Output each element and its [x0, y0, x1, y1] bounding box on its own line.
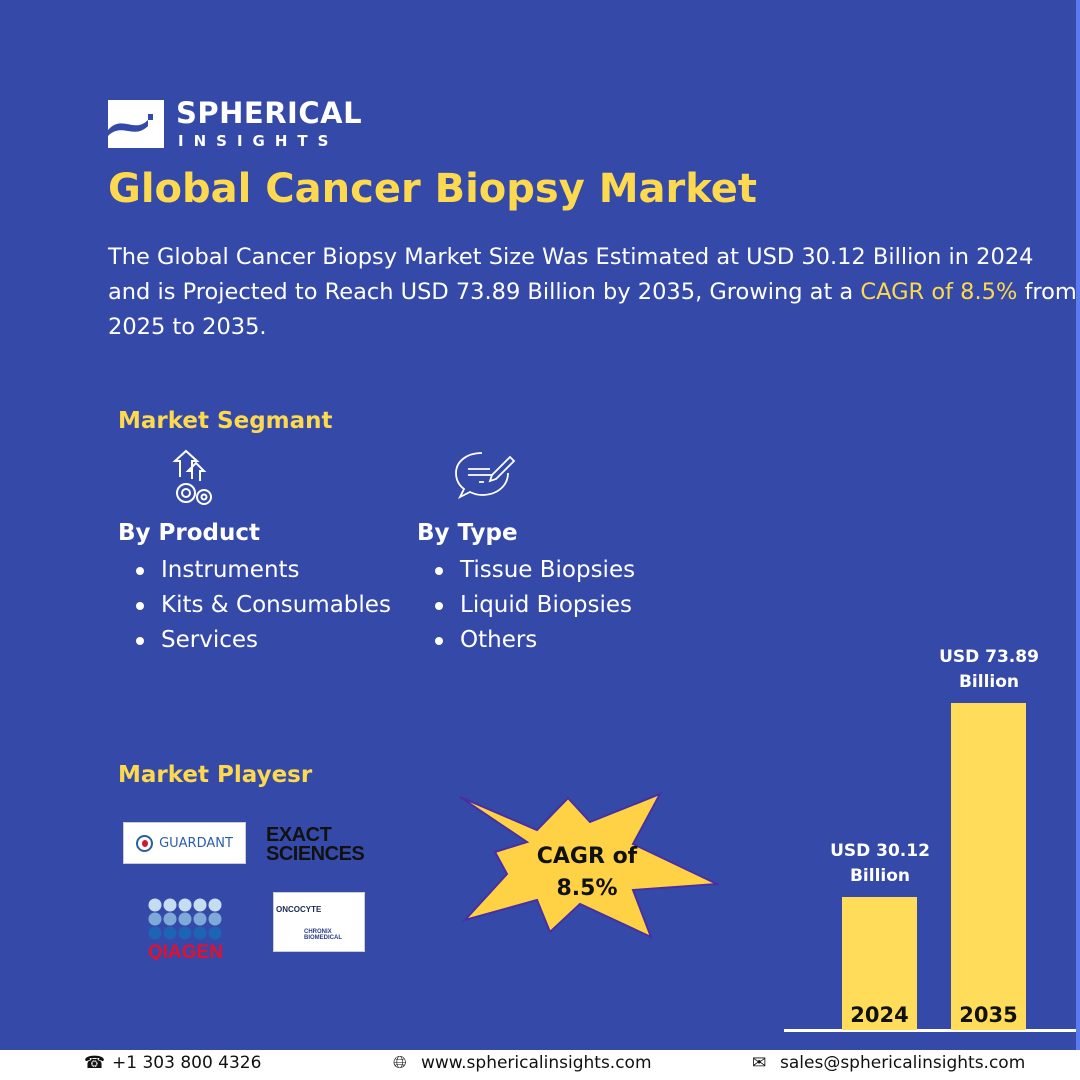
guardant-logo: GUARDANT — [123, 822, 246, 864]
svg-text:QIAGEN: QIAGEN — [148, 942, 223, 960]
footer: ☎ +1 303 800 4326 🌐︎ www.sphericalinsigh… — [0, 1050, 1080, 1080]
description-cagr-highlight: CAGR of 8.5% — [860, 279, 1018, 305]
type-list: Tissue Biopsies Liquid Biopsies Others — [417, 553, 635, 658]
cagr-text: CAGR of 8.5% — [517, 841, 657, 905]
drop-icon — [136, 834, 154, 852]
market-players-heading: Market Playesr — [118, 762, 313, 788]
oncocyte-text: ONCOCYTE — [276, 905, 322, 914]
brand-name: SPHERICAL — [176, 96, 363, 130]
footer-phone[interactable]: +1 303 800 4326 — [112, 1053, 262, 1073]
by-product-title: By Product — [118, 520, 260, 546]
chronix-text: CHRONIX BIOMEDICAL — [304, 929, 342, 941]
phone-icon: ☎ — [84, 1053, 106, 1073]
bar-data-label-line: USD 73.89 — [939, 647, 1039, 667]
bar-category-label: 2024 — [850, 1003, 909, 1027]
cagr-value: 8.5% — [556, 876, 618, 901]
product-list: Instruments Kits & Consumables Services — [118, 553, 391, 658]
spherical-insights-logo-icon — [108, 100, 164, 148]
bar-data-label: USD 73.89 Billion — [919, 645, 1059, 695]
qiagen-logo: QIAGEN — [148, 898, 223, 960]
market-description: The Global Cancer Biopsy Market Size Was… — [108, 240, 1078, 345]
chart-baseline — [784, 1029, 1076, 1032]
oncocyte-chronix-logo: ONCOCYTE CHRONIX BIOMEDICAL — [273, 892, 365, 952]
market-segment-heading: Market Segmant — [118, 408, 333, 434]
list-item: Instruments — [118, 553, 391, 588]
mail-icon: ✉ — [752, 1053, 767, 1073]
list-item: Others — [417, 623, 635, 658]
by-type-title: By Type — [417, 520, 518, 546]
brand-subname: INSIGHTS — [178, 132, 339, 150]
cagr-line1: CAGR of — [536, 844, 638, 869]
footer-email[interactable]: sales@sphericalinsights.com — [780, 1053, 1026, 1073]
list-item: Services — [118, 623, 391, 658]
list-item: Tissue Biopsies — [417, 553, 635, 588]
gears-arrows-icon — [172, 449, 212, 505]
bar-data-label-line: Billion — [849, 865, 911, 886]
cagr-starburst — [459, 792, 720, 939]
bar-data-label-line: Billion — [958, 672, 1020, 692]
list-item: Kits & Consumables — [118, 588, 391, 623]
list-item: Liquid Biopsies — [417, 588, 635, 623]
guardant-logo-text: GUARDANT — [159, 835, 233, 851]
speech-bubble-pencil-icon — [455, 452, 516, 500]
bar-2024 — [842, 896, 917, 1030]
description-text-end: from 2025 to 2035. — [108, 279, 1077, 340]
right-edge-stripe — [1076, 0, 1080, 1080]
bar-data-label: USD 30.12 Billion — [810, 839, 950, 889]
page-title: Global Cancer Biopsy Market — [108, 166, 758, 212]
exact-sciences-logo: EXACT SCIENCES — [266, 824, 365, 865]
globe-icon: 🌐︎ — [393, 1053, 407, 1073]
bar-2035 — [951, 703, 1026, 1030]
description-text: The Global Cancer Biopsy Market Size Was… — [108, 244, 1034, 305]
bar-category-label: 2035 — [959, 1003, 1018, 1027]
bar-data-label-line: USD 30.12 — [830, 840, 930, 861]
footer-website[interactable]: www.sphericalinsights.com — [421, 1053, 652, 1073]
